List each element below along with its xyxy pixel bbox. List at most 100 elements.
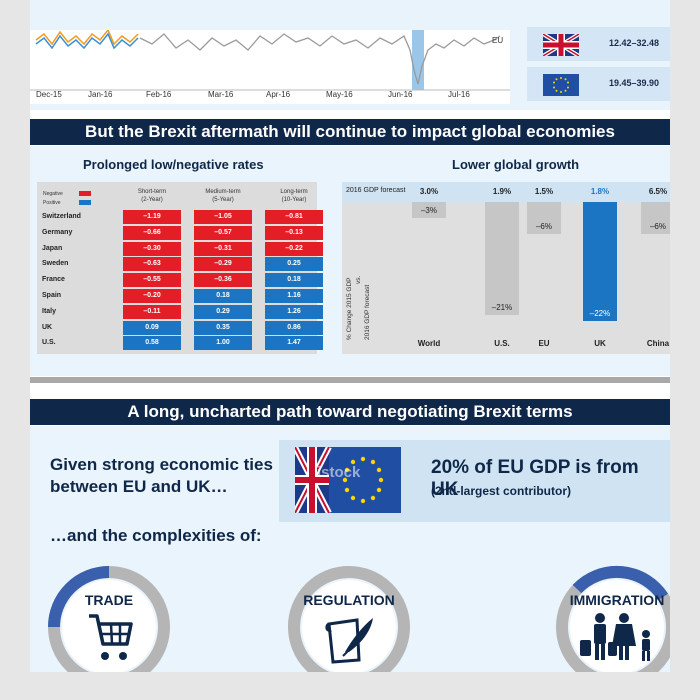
family-luggage-icon <box>580 613 650 661</box>
uk-gdp-subtext: (2nd-largest contributor) <box>431 484 571 498</box>
brexit-highlight-band <box>412 30 424 90</box>
rate-cell: –0.20 <box>123 289 181 303</box>
complexities-text: …and the complexities of: <box>50 526 262 545</box>
istock-watermark: istock <box>317 464 361 481</box>
rate-cell: –1.19 <box>123 210 181 224</box>
series-line-orange <box>35 30 139 46</box>
rate-cell: –0.22 <box>265 241 323 256</box>
forecast-header: 2016 GDP forecast <box>342 182 670 202</box>
row-country-label: Germany <box>42 228 73 236</box>
rates-table: Negative Positive Short-term (2-Year) Med… <box>37 182 323 354</box>
gdp-column: –21% <box>485 202 525 336</box>
gdp-column: –22% <box>583 202 623 336</box>
section-divider <box>30 377 670 383</box>
row-country-label: Sweden <box>42 260 69 268</box>
gdp-bar <box>641 202 670 235</box>
series-line-blue <box>35 32 139 50</box>
month-label: Jan-16 <box>88 90 113 99</box>
row-country-label: U.S. <box>42 339 56 347</box>
gdp-column: –6% <box>641 202 670 336</box>
rate-cell: –0.11 <box>123 304 181 319</box>
forecast-value: 1.8% <box>590 187 610 196</box>
gdp-column: –6% <box>527 202 567 336</box>
uk-range-value: 12.42–32.48 <box>609 38 660 48</box>
uk-range-card: 12.42–32.48 <box>527 27 670 61</box>
gdp-category-label: China <box>646 339 670 348</box>
gdp-bar <box>412 202 446 219</box>
eu-range-card: 19.45–39.90 <box>527 67 670 101</box>
rate-cell: 0.18 <box>194 289 252 303</box>
month-label: Jun-16 <box>388 90 413 99</box>
rate-cell: 0.18 <box>265 273 323 288</box>
section-banner-impact: But the Brexit aftermath will continue t… <box>30 119 670 145</box>
column-header: Short-term (2-Year) <box>137 189 167 203</box>
uk-gdp-share-box: istock 20% of EU GDP is from UK (2nd-lar… <box>279 440 670 522</box>
rate-cell: 0.25 <box>265 257 323 272</box>
top-section: EU Dec-15 Jan-16 Feb-16 Mar-16 Apr-16 Ma… <box>30 0 670 110</box>
gdp-category-label: UK <box>594 339 606 348</box>
rate-cell: –0.55 <box>123 273 181 288</box>
forecast-value: 6.5% <box>648 187 668 196</box>
rate-cell: –0.66 <box>123 225 181 240</box>
volatility-line-chart <box>30 30 510 104</box>
rate-cell: –1.05 <box>194 210 252 224</box>
forecast-value: 1.5% <box>534 187 554 196</box>
gdp-category-label: EU <box>538 339 550 348</box>
month-label: Dec-15 <box>36 90 62 99</box>
infographic-page: EU Dec-15 Jan-16 Feb-16 Mar-16 Apr-16 Ma… <box>30 0 670 672</box>
gdp-bar <box>485 202 519 316</box>
gdp-bar <box>583 202 617 321</box>
gdp-category-label: World <box>417 339 441 348</box>
gdp-value-label: –6% <box>649 222 666 232</box>
rate-cell: –0.13 <box>265 225 323 240</box>
topic-label: TRADE <box>84 592 134 608</box>
month-label: Jul-16 <box>448 90 470 99</box>
rate-cell: 0.35 <box>194 320 252 335</box>
month-label: Apr-16 <box>266 90 291 99</box>
gdp-value-label: –22% <box>589 308 611 318</box>
uk-gdp-headline: 20% of EU GDP is from UK <box>431 457 639 500</box>
rate-cell: 1.00 <box>194 336 252 351</box>
rate-cell: 1.47 <box>265 336 323 351</box>
row-country-label: Switzerland <box>42 213 81 220</box>
rate-cell: –0.30 <box>123 241 181 256</box>
eu-range-value: 19.45–39.90 <box>609 78 660 88</box>
rate-cell: 0.58 <box>123 336 181 351</box>
rate-cell: 0.09 <box>123 320 181 335</box>
gdp-value-label: –21% <box>491 303 513 313</box>
month-label: Feb-16 <box>146 90 172 99</box>
topic-label: REGULATION <box>303 592 395 608</box>
rate-cell: 0.29 <box>194 304 252 319</box>
uk-flag-icon <box>543 34 579 56</box>
growth-title: Lower global growth <box>452 157 580 172</box>
rate-cell: –0.81 <box>265 210 323 224</box>
forecast-value: 1.9% <box>492 187 512 196</box>
month-label: Mar-16 <box>208 90 234 99</box>
row-country-label: Japan <box>42 244 63 252</box>
document-quill-icon <box>325 618 373 664</box>
column-header: Long-term (10-Year) <box>280 189 308 203</box>
trade-ring <box>48 566 170 672</box>
gdp-bar <box>527 202 561 235</box>
rate-cell: –0.36 <box>194 273 252 288</box>
gdp-column: –3% <box>412 202 452 336</box>
column-header: Medium-term (5-Year) <box>205 189 241 203</box>
row-country-label: Italy <box>42 307 57 315</box>
rates-title: Prolonged low/negative rates <box>83 157 264 172</box>
rate-cell: 0.86 <box>265 320 323 335</box>
topic-label: IMMIGRATION <box>569 592 665 608</box>
axis-label-line: % Change 2015 GDP <box>346 277 353 340</box>
legend-positive-label: Positive <box>43 200 61 206</box>
shopping-cart-icon <box>89 614 133 660</box>
gdp-growth-chart: 2016 GDP forecast % Change 2015 GDP vs. … <box>342 182 670 354</box>
uk-eu-flag-icon <box>295 447 401 513</box>
rate-cell: 1.16 <box>265 289 323 303</box>
row-country-label: Spain <box>42 292 62 299</box>
rate-cell: –0.29 <box>194 257 252 272</box>
gdp-value-label: –3% <box>420 206 437 216</box>
axis-label-line: 2016 GDP forecast <box>364 284 371 340</box>
forecast-value: 3.0% <box>419 187 439 196</box>
rate-cell: 1.26 <box>265 304 323 319</box>
rate-cell: –0.31 <box>194 241 252 256</box>
month-label: May-16 <box>326 90 353 99</box>
